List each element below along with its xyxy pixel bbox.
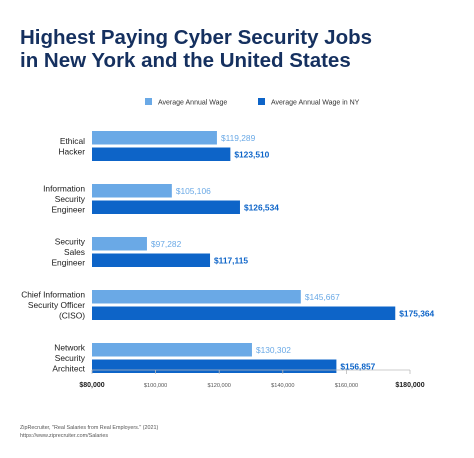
category-label-4-line-0: Network: [54, 343, 86, 353]
category-label-2-line-2: Engineer: [51, 258, 85, 268]
category-label-3-line-1: Security Officer: [28, 300, 85, 310]
data-label-ny-0: $123,510: [234, 149, 269, 159]
x-tick-label-5: $180,000: [395, 382, 424, 389]
data-label-avg-4: $130,302: [256, 345, 291, 355]
x-tick-label-4: $160,000: [335, 383, 358, 389]
source-line-1: ZipRecruiter, "Real Salaries from Real E…: [20, 425, 159, 431]
category-label-2-line-0: Security: [55, 237, 86, 247]
bar-avg-3: [92, 290, 301, 304]
bar-avg-0: [92, 131, 217, 145]
legend-swatch-0: [145, 98, 152, 105]
bar-avg-2: [92, 237, 147, 251]
x-tick-label-3: $140,000: [271, 383, 294, 389]
bar-ny-1: [92, 200, 240, 214]
category-label-1-line-0: Information: [43, 184, 85, 194]
source-line-2: https://www.ziprecruiter.com/Salaries: [20, 432, 109, 439]
legend-label-1: Average Annual Wage in NY: [271, 100, 360, 107]
x-tick-label-2: $120,000: [208, 383, 231, 389]
data-label-avg-0: $119,289: [221, 133, 256, 143]
data-label-ny-2: $117,115: [214, 255, 248, 265]
bar-ny-3: [92, 306, 396, 320]
x-tick-label-1: $100,000: [144, 383, 167, 389]
category-label-0-line-0: Ethical: [60, 136, 85, 146]
bars: [92, 131, 396, 373]
chart-title-line-2: in New York and the United States: [20, 49, 351, 72]
bar-ny-4: [92, 359, 337, 373]
bar-ny-2: [92, 253, 211, 267]
category-label-0-line-1: Hacker: [58, 146, 85, 156]
data-label-avg-3: $145,667: [305, 292, 340, 302]
bar-avg-4: [92, 343, 252, 357]
x-axis: $80,000 $100,000 $120,000 $140,000 $160,000 $…: [79, 369, 425, 389]
category-label-4-line-1: Security: [55, 353, 86, 363]
legend-swatch-1: [258, 98, 265, 105]
data-label-avg-1: $105,106: [176, 186, 211, 196]
legend: Average Annual Wage Average Annual Wage i…: [145, 98, 360, 107]
data-labels: $119,289 $123,510 $105,106 $126,534 $97,282 $…: [151, 133, 435, 372]
chart-title-line-1: Highest Paying Cyber Security Jobs: [20, 26, 373, 49]
category-label-3-line-2: (CISO): [59, 311, 85, 321]
category-label-4-line-2: Architect: [52, 364, 85, 374]
data-label-ny-3: $175,364: [399, 308, 434, 318]
x-tick-label-0: $80,000: [79, 382, 104, 389]
bar-ny-0: [92, 147, 231, 161]
source-note: ZipRecruiter, "Real Salaries from Real E…: [20, 425, 158, 440]
category-label-2-line-1: Sales: [64, 247, 85, 257]
data-label-ny-4: $156,857: [340, 361, 375, 371]
category-labels: EthicalHackerInformationSecurityEngineer…: [21, 136, 86, 374]
data-label-avg-2: $97,282: [151, 239, 182, 249]
category-label-1-line-1: Security: [55, 194, 86, 204]
category-label-1-line-2: Engineer: [51, 205, 85, 215]
category-label-3-line-0: Chief Information: [21, 290, 85, 300]
data-label-ny-1: $126,534: [244, 202, 279, 212]
bar-avg-1: [92, 184, 172, 198]
legend-label-0: Average Annual Wage: [158, 100, 227, 107]
chart-title: Highest Paying Cyber Security Jobs in Ne…: [20, 26, 460, 72]
